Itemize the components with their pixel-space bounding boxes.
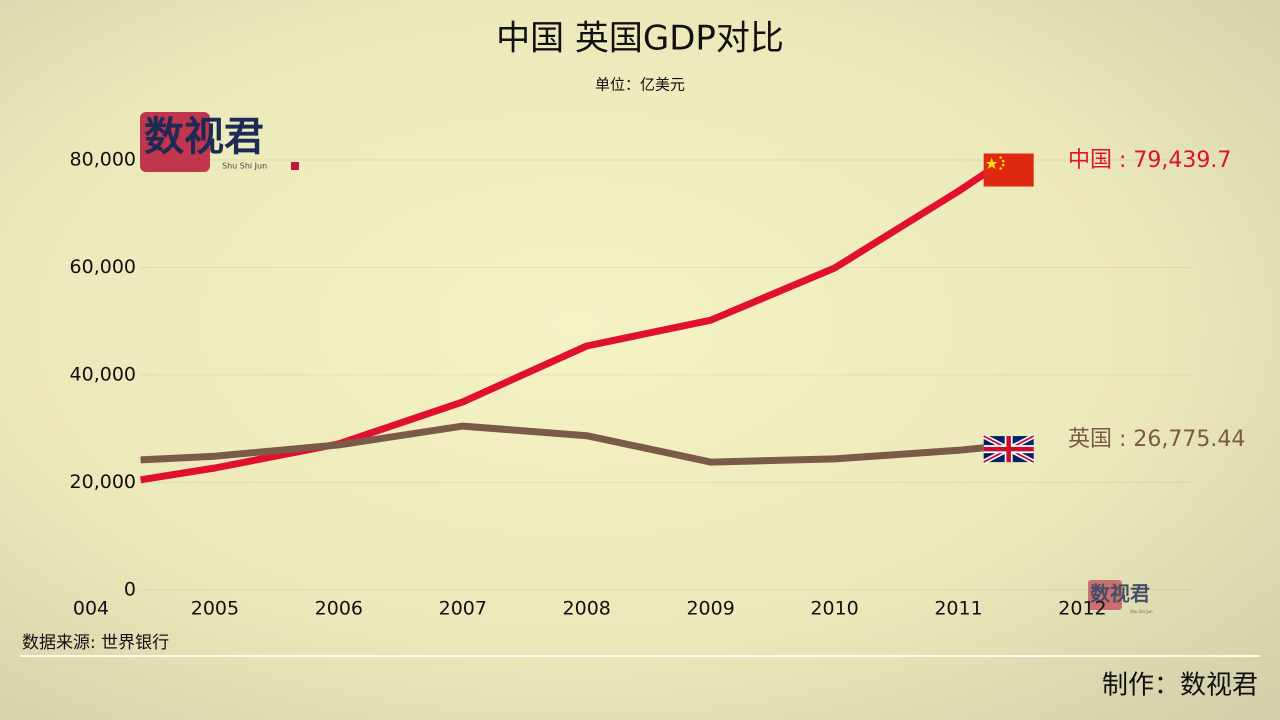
- logo-seal: [140, 112, 210, 172]
- logo-text: 数视君: [1090, 582, 1150, 606]
- flag-china: [983, 153, 1034, 187]
- source: 数据来源: 世界银行: [22, 633, 169, 653]
- logo-seal: [1088, 580, 1122, 610]
- x-tick-label: 2007: [439, 598, 487, 620]
- x-tick-label: 2012: [1058, 598, 1106, 620]
- logo-subtext: Shu Shi Jun: [1130, 609, 1153, 614]
- y-tick-label: 0: [124, 579, 136, 601]
- series-line: [140, 160, 1003, 484]
- x-tick-label: 004: [73, 598, 109, 620]
- grid: [140, 159, 1190, 591]
- x-tick-label: 2005: [191, 598, 239, 620]
- x-tick-label: 2009: [686, 598, 734, 620]
- y-tick-label: 60,000: [70, 256, 136, 278]
- lines: [140, 160, 1003, 484]
- y-tick-label: 80,000: [70, 149, 136, 171]
- end-label: 英国 : 26,775.44: [1068, 427, 1245, 452]
- y-tick-label: 40,000: [70, 364, 136, 386]
- logo-subtext: Shu Shi Jun: [222, 162, 267, 171]
- logo-dot: [291, 162, 299, 170]
- x-tick-label: 2010: [810, 598, 858, 620]
- x-tick-label: 2006: [315, 598, 363, 620]
- end-label: 中国 : 79,439.7: [1068, 148, 1231, 173]
- flag-uk: [982, 433, 1035, 465]
- x-tick-label: 2011: [934, 598, 982, 620]
- credit: 制作：数视君: [1102, 671, 1258, 701]
- x-tick-label: 2008: [563, 598, 611, 620]
- logo-text: 数视君: [144, 113, 264, 160]
- series-line: [140, 422, 1002, 466]
- chart-title: 中国 英国GDP对比: [496, 19, 784, 59]
- chart-subtitle: 单位：亿美元: [595, 76, 685, 94]
- y-tick-label: 20,000: [70, 471, 136, 493]
- logo-small: 数视君 Shu Shi Jun: [1088, 580, 1153, 614]
- logo: 数视君 Shu Shi Jun: [140, 112, 299, 172]
